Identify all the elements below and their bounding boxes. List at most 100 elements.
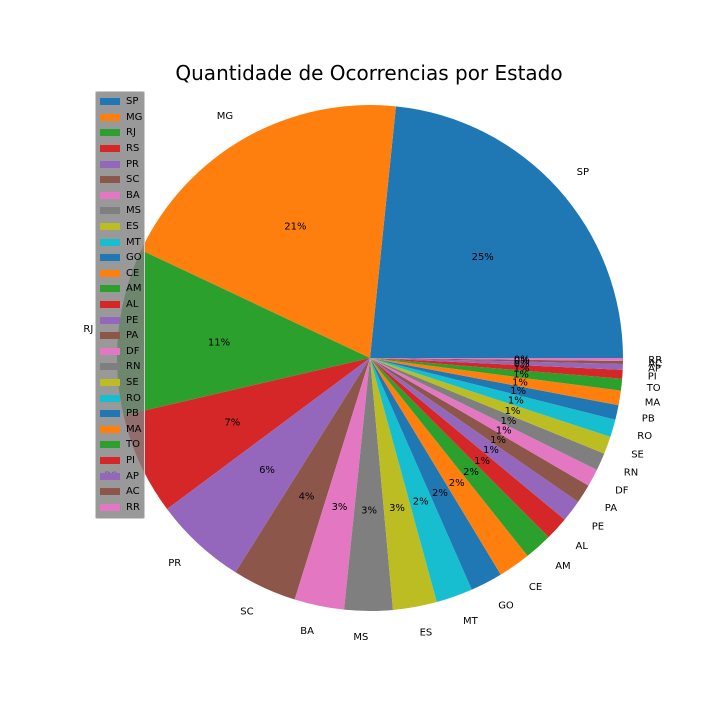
- slice-am: [370, 358, 549, 556]
- legend-swatch: [100, 285, 120, 293]
- legend-item-to: TO: [96, 437, 144, 453]
- pie-slices: [116, 105, 623, 612]
- slice-label-to: TO: [646, 383, 661, 394]
- percent-label-ce: 2%: [449, 478, 465, 489]
- percent-label-sp: 25%: [472, 252, 494, 263]
- slice-label-ce: CE: [529, 582, 542, 593]
- legend-label: ES: [126, 221, 139, 233]
- legend-item-pi: PI: [96, 453, 144, 469]
- slice-rn: [370, 358, 605, 470]
- percent-label-pa: 1%: [490, 435, 506, 446]
- percent-label-ap: 0%: [514, 359, 530, 370]
- legend-item-rj: RJ: [96, 125, 144, 141]
- slice-label-ap: AP: [648, 363, 661, 374]
- legend-label: SP: [126, 96, 139, 108]
- slice-label-pb: PB: [642, 414, 655, 425]
- legend-item-ac: AC: [96, 484, 144, 500]
- slice-pe: [370, 358, 579, 520]
- legend-label: MS: [126, 205, 141, 217]
- legend-item-mt: MT: [96, 234, 144, 250]
- slice-rr: [370, 358, 623, 361]
- legend-label: AC: [126, 486, 140, 498]
- legend-item-ro: RO: [96, 390, 144, 406]
- legend-swatch: [100, 332, 120, 340]
- legend-item-am: AM: [96, 281, 144, 297]
- legend-label: PB: [126, 408, 139, 420]
- slice-label-ro: RO: [637, 431, 652, 442]
- slice-label-mt: MT: [463, 616, 479, 627]
- legend-label: CE: [126, 267, 140, 279]
- slice-mt: [370, 358, 472, 603]
- legend-label: MA: [126, 423, 142, 435]
- slice-label-go: GO: [498, 601, 514, 612]
- slice-label-ms: MS: [353, 632, 368, 643]
- slice-label-pi: PI: [648, 372, 657, 383]
- legend-label: PR: [126, 158, 139, 170]
- slice-label-ba: BA: [300, 626, 314, 637]
- slice-label-al: AL: [576, 541, 589, 552]
- slice-ma: [370, 358, 621, 406]
- legend-swatch: [100, 98, 120, 106]
- legend-item-se: SE: [96, 375, 144, 391]
- slice-pb: [370, 358, 619, 420]
- legend-swatch: [100, 394, 120, 402]
- percent-label-pi: 1%: [514, 363, 530, 374]
- slice-label-es: ES: [420, 627, 433, 638]
- slice-to: [370, 358, 623, 391]
- percent-label-sc: 4%: [299, 491, 315, 502]
- slice-label-pr: PR: [168, 558, 181, 569]
- legend-swatch: [100, 456, 120, 464]
- percent-label-to: 1%: [513, 370, 529, 381]
- legend-swatch: [100, 425, 120, 433]
- legend-swatch: [100, 503, 120, 511]
- legend-label: AL: [126, 299, 139, 311]
- slice-label-pa: PA: [605, 503, 617, 514]
- legend-item-ce: CE: [96, 266, 144, 282]
- legend-label: PE: [126, 314, 139, 326]
- slice-label-rr: RR: [648, 355, 662, 366]
- legend-item-ma: MA: [96, 421, 144, 437]
- slice-label-ma: MA: [645, 397, 661, 408]
- legend-item-pa: PA: [96, 328, 144, 344]
- legend-item-rn: RN: [96, 359, 144, 375]
- legend-label: AM: [126, 283, 142, 295]
- percent-label-ma: 1%: [512, 378, 528, 389]
- legend-item-rr: RR: [96, 499, 144, 515]
- slice-label-sc: SC: [240, 606, 253, 617]
- legend-label: AP: [126, 470, 139, 482]
- slice-rj: [116, 250, 370, 416]
- slice-df: [370, 358, 597, 486]
- legend-item-pr: PR: [96, 156, 144, 172]
- legend-swatch: [100, 238, 120, 246]
- legend-swatch: [100, 316, 120, 324]
- legend-label: RJ: [126, 127, 136, 139]
- percent-label-rs: 7%: [224, 417, 240, 428]
- percent-label-es: 3%: [389, 503, 405, 514]
- legend-item-go: GO: [96, 250, 144, 266]
- legend-label: GO: [126, 252, 142, 264]
- legend-item-ap: AP: [96, 468, 144, 484]
- legend-swatch: [100, 207, 120, 215]
- slice-label-sp: SP: [577, 167, 589, 178]
- percent-label-rn: 1%: [500, 416, 516, 427]
- legend-label: MG: [126, 111, 143, 123]
- percent-label-pb: 1%: [510, 386, 526, 397]
- legend-swatch: [100, 129, 120, 137]
- legend-swatch: [100, 488, 120, 496]
- legend-swatch: [100, 441, 120, 449]
- percent-label-mg: 21%: [284, 221, 306, 232]
- percent-label-mt: 2%: [413, 497, 429, 508]
- slice-se: [370, 358, 611, 454]
- percent-label-df: 1%: [496, 425, 512, 436]
- legend-swatch: [100, 269, 120, 277]
- slice-rs: [123, 358, 370, 510]
- legend-item-pe: PE: [96, 312, 144, 328]
- legend-swatch: [100, 145, 120, 153]
- legend: SP MG RJ RS PR SC BA MS ES MT GO CE AM AL PE PA DF RN SE RO…: [95, 91, 145, 520]
- slice-sp: [370, 106, 623, 358]
- slice-sc: [235, 358, 370, 600]
- slice-go: [370, 358, 501, 590]
- legend-swatch: [100, 223, 120, 231]
- legend-label: DF: [126, 345, 140, 357]
